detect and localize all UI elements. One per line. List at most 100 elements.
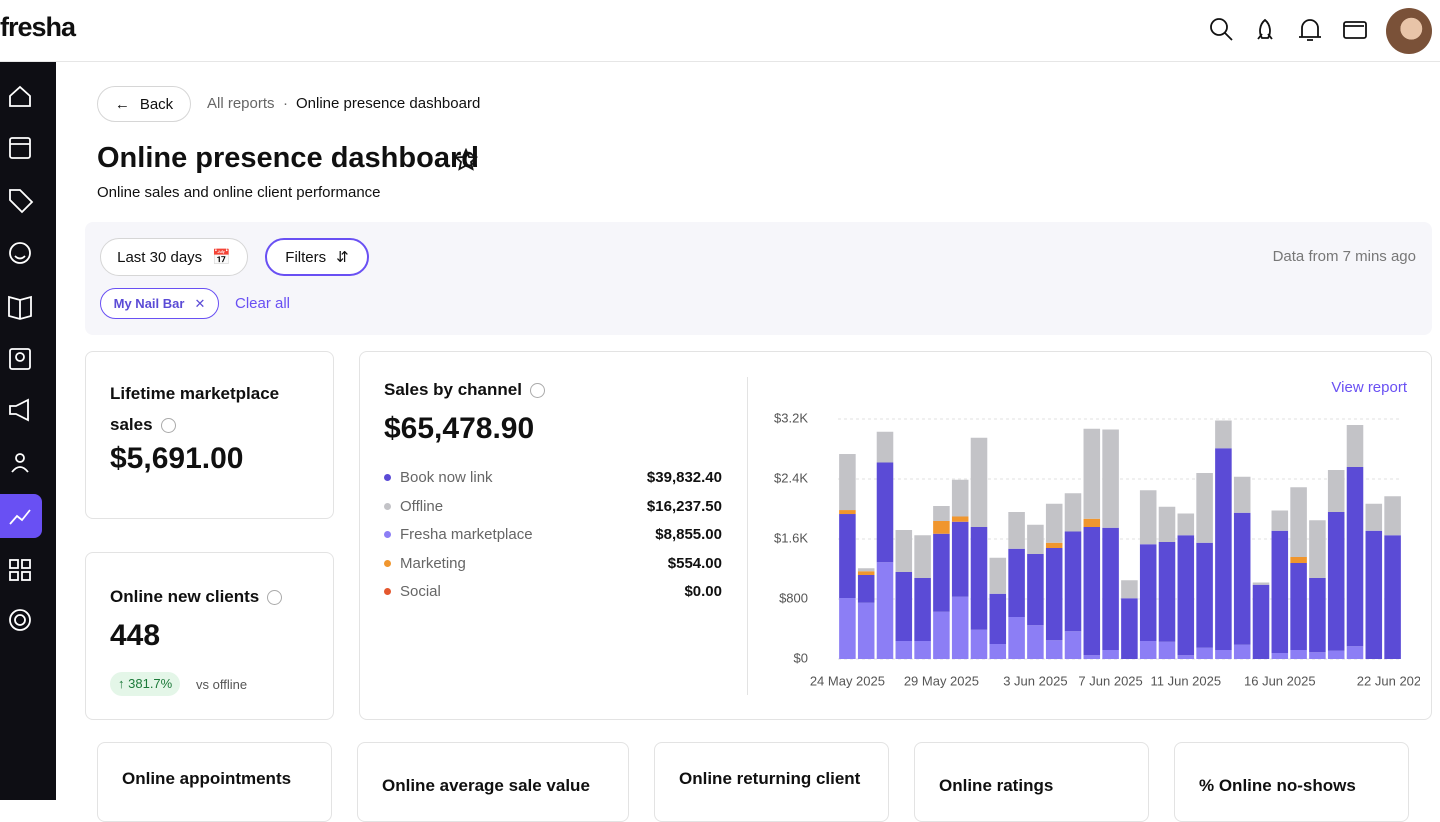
bar-segment: [1139, 490, 1157, 545]
bar-segment: [1121, 580, 1138, 599]
legend-dot: [384, 588, 391, 596]
breadcrumb-separator: ·: [283, 95, 288, 112]
bar-segment: [1327, 650, 1345, 659]
favorite-star[interactable]: [454, 148, 480, 174]
legend-name: Offline: [400, 497, 444, 515]
bar-segment: [1121, 598, 1138, 659]
x-tick-label: 11 Jun 2025: [1150, 673, 1221, 688]
bar-segment: [857, 575, 875, 603]
bar-segment: [876, 462, 894, 563]
bar-segment: [1346, 467, 1364, 647]
bar-segment: [895, 641, 913, 659]
bar-segment: [1252, 584, 1270, 659]
bar-segment: [951, 479, 969, 517]
bar-segment: [1384, 535, 1401, 659]
legend-item: Fresha marketplace $8,855.00: [384, 525, 722, 545]
legend-item: Book now link $39,832.40: [384, 468, 722, 488]
bar-segment: [1045, 542, 1063, 548]
card-title: Online returning client: [679, 769, 861, 788]
bar-segment: [895, 530, 913, 572]
bar-segment: [1384, 496, 1401, 536]
bar-segment: [1271, 530, 1289, 653]
bar-segment: [1233, 644, 1251, 659]
card-value: $5,691.00: [110, 442, 244, 475]
page: fresha ← Back All reports · Online presen…: [0, 8, 1440, 822]
bar-segment: [1233, 512, 1251, 645]
bar-segment: [1102, 429, 1119, 528]
back-label: Back: [139, 95, 174, 113]
bar-segment: [1309, 578, 1326, 653]
bar-segment: [1309, 520, 1326, 578]
back-button[interactable]: ← Back: [97, 86, 191, 122]
x-tick-label: 29 May 2025: [904, 673, 979, 688]
bar-segment: [1008, 512, 1025, 549]
top-icons[interactable]: [1208, 16, 1408, 46]
bar-segment: [1045, 640, 1063, 659]
active-nav[interactable]: [0, 494, 42, 538]
bar-segment: [914, 535, 931, 578]
bar-segment: [1027, 625, 1044, 659]
y-tick-label: $3.2K: [774, 410, 808, 425]
bar-segment: [1045, 548, 1063, 641]
bar-segment: [1027, 554, 1044, 626]
bar-segment: [1083, 527, 1101, 656]
y-tick-label: $800: [779, 590, 808, 605]
bar-segment: [1290, 557, 1307, 563]
card-title: Online average sale value: [382, 776, 590, 795]
metric-card: Online appointments: [97, 742, 332, 822]
legend-name: Social: [400, 583, 441, 601]
avatar[interactable]: [1386, 8, 1432, 54]
bar-segment: [1233, 476, 1251, 513]
card-value: 448: [110, 619, 161, 652]
bar-segment: [1064, 631, 1082, 659]
bar-segment: [951, 521, 969, 597]
card-title: Online new clients: [110, 587, 283, 607]
bar-segment: [1158, 542, 1176, 642]
bar-segment: [1290, 487, 1307, 557]
legend-dot: [384, 474, 391, 481]
bar-segment: [839, 510, 856, 515]
metric-card: Online ratings: [914, 742, 1149, 822]
filter-chip[interactable]: My Nail Bar ✕: [100, 288, 219, 319]
change-badge: ↑ 381.7%: [110, 672, 181, 696]
x-tick-label: 7 Jun 2025: [1078, 673, 1142, 688]
date-range[interactable]: Last 30 days 📅: [100, 238, 248, 276]
view-report[interactable]: View report: [1331, 379, 1407, 396]
lifetime-card: Lifetime marketplace sales $5,691.00: [85, 351, 334, 519]
legend-name: Fresha marketplace: [400, 526, 533, 544]
bar-segment: [951, 596, 969, 659]
bar-segment: [989, 593, 1007, 644]
bar-segment: [1008, 617, 1025, 659]
bar-segment: [1252, 582, 1270, 585]
legend-item: Social $0.00: [384, 582, 722, 602]
bar-segment: [989, 557, 1007, 594]
bar-segment: [1327, 470, 1345, 512]
bar-segment: [1083, 428, 1101, 519]
bar-segment: [970, 527, 988, 630]
bar-segment: [1083, 518, 1101, 527]
nav-icons[interactable]: [6, 82, 36, 642]
x-tick-label: 3 Jun 2025: [1003, 673, 1067, 688]
bar-segment: [1365, 530, 1383, 659]
card-title: Lifetime marketplace sales: [110, 378, 310, 440]
bar-segment: [1215, 650, 1232, 659]
bar-segment: [933, 521, 950, 534]
bar-segment: [1196, 473, 1213, 543]
bar-segment: [989, 644, 1007, 659]
bar-segment: [1309, 652, 1326, 659]
breadcrumb-parent[interactable]: All reports: [207, 95, 275, 112]
card-title: Online appointments: [122, 769, 292, 788]
clear-all[interactable]: Clear all: [235, 295, 291, 312]
comparison: vs offline: [196, 677, 248, 692]
legend-item: Offline $16,237.50: [384, 497, 722, 517]
bar-segment: [1045, 503, 1063, 543]
bar-segment: [839, 514, 856, 599]
filters-button[interactable]: Filters ⇵: [265, 238, 369, 276]
new-clients-card: Online new clients 448 ↑ 381.7% vs offli…: [85, 552, 334, 720]
bar-segment: [1027, 524, 1044, 554]
bar-segment: [1139, 544, 1157, 641]
bar-segment: [1008, 548, 1025, 617]
bar-segment: [933, 611, 950, 659]
bar-segment: [857, 568, 875, 572]
logo[interactable]: fresha: [0, 12, 76, 42]
